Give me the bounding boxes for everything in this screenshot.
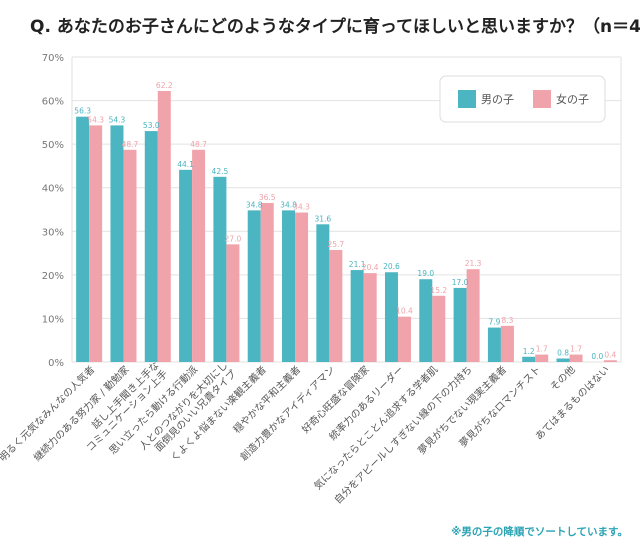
data-label: 20.4: [362, 263, 379, 272]
data-label: 1.2: [523, 347, 535, 356]
y-tick-label: 70%: [42, 53, 64, 64]
bar-girl: [89, 125, 103, 363]
data-label: 8.3: [501, 316, 513, 325]
legend: 男の子 女の子: [439, 75, 606, 123]
chart-title: Q. あなたのお子さんにどのようなタイプに育ってほしいと思いますか？（n＝477…: [30, 16, 640, 37]
y-tick-label: 20%: [42, 271, 64, 282]
data-label: 54.3: [87, 115, 104, 124]
bar-boy: [282, 210, 296, 362]
data-label: 31.6: [314, 214, 331, 223]
bar-boy: [453, 287, 467, 362]
data-label: 25.7: [327, 240, 344, 249]
data-label: 42.5: [212, 167, 229, 176]
data-label: 34.8: [280, 200, 297, 209]
bar-girl: [603, 360, 617, 362]
bar-girl: [226, 244, 240, 362]
data-label: 17.0: [452, 278, 469, 287]
bar-girl: [192, 149, 206, 362]
y-tick-label: 60%: [42, 97, 64, 108]
bar-girl: [123, 149, 137, 362]
y-tick-label: 50%: [42, 140, 64, 151]
bar-boy: [522, 356, 536, 362]
legend-label-boy: 男の子: [481, 93, 514, 106]
bar-boy: [316, 224, 330, 362]
data-label: 48.7: [122, 140, 139, 149]
legend-swatch-girl: [533, 90, 551, 108]
data-label: 1.7: [570, 345, 582, 354]
bar-girl: [397, 316, 411, 362]
x-tick-label: 気になったらとことん追求する学者肌: [311, 363, 440, 492]
y-tick-label: 10%: [42, 314, 64, 325]
bar-boy: [144, 131, 158, 362]
data-label: 7.9: [488, 318, 500, 327]
data-label: 0.8: [557, 349, 569, 358]
data-label: 21.1: [349, 260, 366, 269]
bar-boy: [350, 270, 364, 362]
bar-boy: [179, 169, 193, 362]
bar-girl: [432, 295, 446, 362]
bar-boy: [76, 116, 90, 362]
bar-boy: [213, 176, 227, 362]
bar-boy: [556, 358, 570, 362]
y-tick-label: 0%: [48, 358, 64, 369]
bar-boy: [487, 327, 501, 362]
data-label: 0.0: [591, 352, 603, 361]
data-label: 19.0: [417, 269, 434, 278]
bar-girl: [295, 212, 309, 362]
legend-box: [439, 75, 606, 123]
footnote: ※男の子の降順でソートしています。: [451, 525, 628, 538]
legend-swatch-boy: [458, 90, 476, 108]
data-label: 56.3: [74, 107, 91, 116]
bar-boy: [384, 272, 398, 362]
data-label: 10.4: [396, 307, 413, 316]
bar-girl: [535, 354, 549, 362]
bar-girl: [466, 269, 480, 362]
data-label: 54.3: [109, 115, 126, 124]
data-label: 36.5: [259, 193, 276, 202]
data-label: 44.1: [177, 160, 194, 169]
bar-boy: [110, 125, 124, 363]
data-label: 21.3: [465, 259, 482, 268]
data-label: 62.2: [156, 81, 173, 90]
bar-boy: [247, 210, 261, 362]
bar-girl: [260, 202, 274, 362]
bar-girl: [500, 325, 514, 362]
data-label: 0.4: [604, 350, 616, 359]
y-tick-label: 40%: [42, 184, 64, 195]
data-label: 1.7: [536, 345, 548, 354]
bar-girl: [157, 90, 171, 362]
data-label: 48.7: [190, 140, 207, 149]
data-label: 53.0: [143, 121, 160, 130]
data-label: 34.3: [293, 203, 310, 212]
bar-girl: [329, 250, 343, 362]
data-label: 20.6: [383, 262, 400, 271]
bar-girl: [363, 273, 377, 362]
x-tick-label: その他: [547, 363, 577, 393]
bar-girl: [569, 354, 583, 362]
data-label: 27.0: [225, 234, 242, 243]
data-label: 15.2: [430, 286, 447, 295]
y-tick-label: 30%: [42, 227, 64, 238]
data-label: 34.8: [246, 200, 263, 209]
bar-boy: [419, 279, 433, 362]
legend-label-girl: 女の子: [556, 92, 589, 106]
